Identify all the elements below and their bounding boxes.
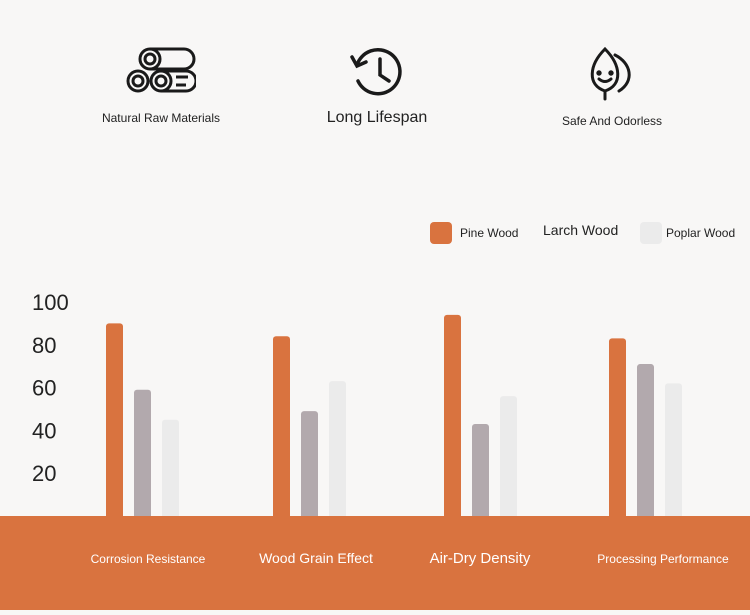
legend-label-larch: Larch Wood — [543, 222, 619, 238]
bar-poplar-wood — [500, 396, 517, 524]
bar-pine-wood — [273, 336, 290, 524]
legend-label-poplar: Poplar Wood — [666, 226, 736, 240]
feature-natural-raw-materials: Natural Raw Materials — [61, 45, 261, 125]
bar-pine-wood — [444, 314, 461, 524]
chart-base-band — [0, 516, 750, 610]
bar-poplar-wood — [329, 381, 346, 524]
category-label: Processing Performance — [597, 552, 729, 566]
legend-item-poplar: Poplar Wood — [640, 222, 735, 244]
y-tick-label: 20 — [32, 461, 56, 486]
bar-larch-wood — [134, 389, 151, 524]
feature-label: Long Lifespan — [326, 109, 428, 126]
y-tick-label: 80 — [32, 333, 56, 358]
y-tick-label: 40 — [32, 418, 56, 443]
bar-pine-wood — [609, 338, 626, 524]
bar-poplar-wood — [162, 419, 179, 524]
bar-poplar-wood — [665, 383, 682, 524]
category-label: Air-Dry Density — [430, 550, 531, 567]
logs-icon — [126, 47, 196, 93]
bar-pine-wood — [106, 323, 123, 524]
bar-chart: 20 40 60 80 100 Corrosion Resistance Wood Grai… — [0, 290, 750, 610]
y-tick-label: 60 — [32, 376, 56, 401]
clock-history-icon — [350, 47, 402, 96]
legend-item-pine: Pine Wood — [430, 222, 518, 244]
feature-label: Natural Raw Materials — [101, 111, 221, 125]
legend-swatch-pine — [430, 222, 452, 244]
feature-long-lifespan: Long Lifespan — [277, 45, 477, 127]
category-label: Wood Grain Effect — [259, 550, 373, 566]
chart-legend: Pine Wood Larch Wood Poplar Wood — [0, 222, 750, 252]
leaf-smile-icon — [590, 46, 631, 101]
legend-swatch-poplar — [640, 222, 662, 244]
y-tick-label: 100 — [32, 290, 69, 315]
category-label: Corrosion Resistance — [91, 552, 206, 566]
legend-item-larch: Larch Wood — [543, 222, 618, 238]
feature-safe-and-odorless: Safe And Odorless — [512, 45, 712, 128]
bar-larch-wood — [637, 364, 654, 524]
bar-larch-wood — [472, 423, 489, 524]
bar-larch-wood — [301, 411, 318, 524]
legend-label-pine: Pine Wood — [460, 226, 519, 240]
feature-row: Natural Raw Materials Long Lifespan Safe… — [0, 0, 750, 160]
feature-label: Safe And Odorless — [561, 114, 663, 128]
